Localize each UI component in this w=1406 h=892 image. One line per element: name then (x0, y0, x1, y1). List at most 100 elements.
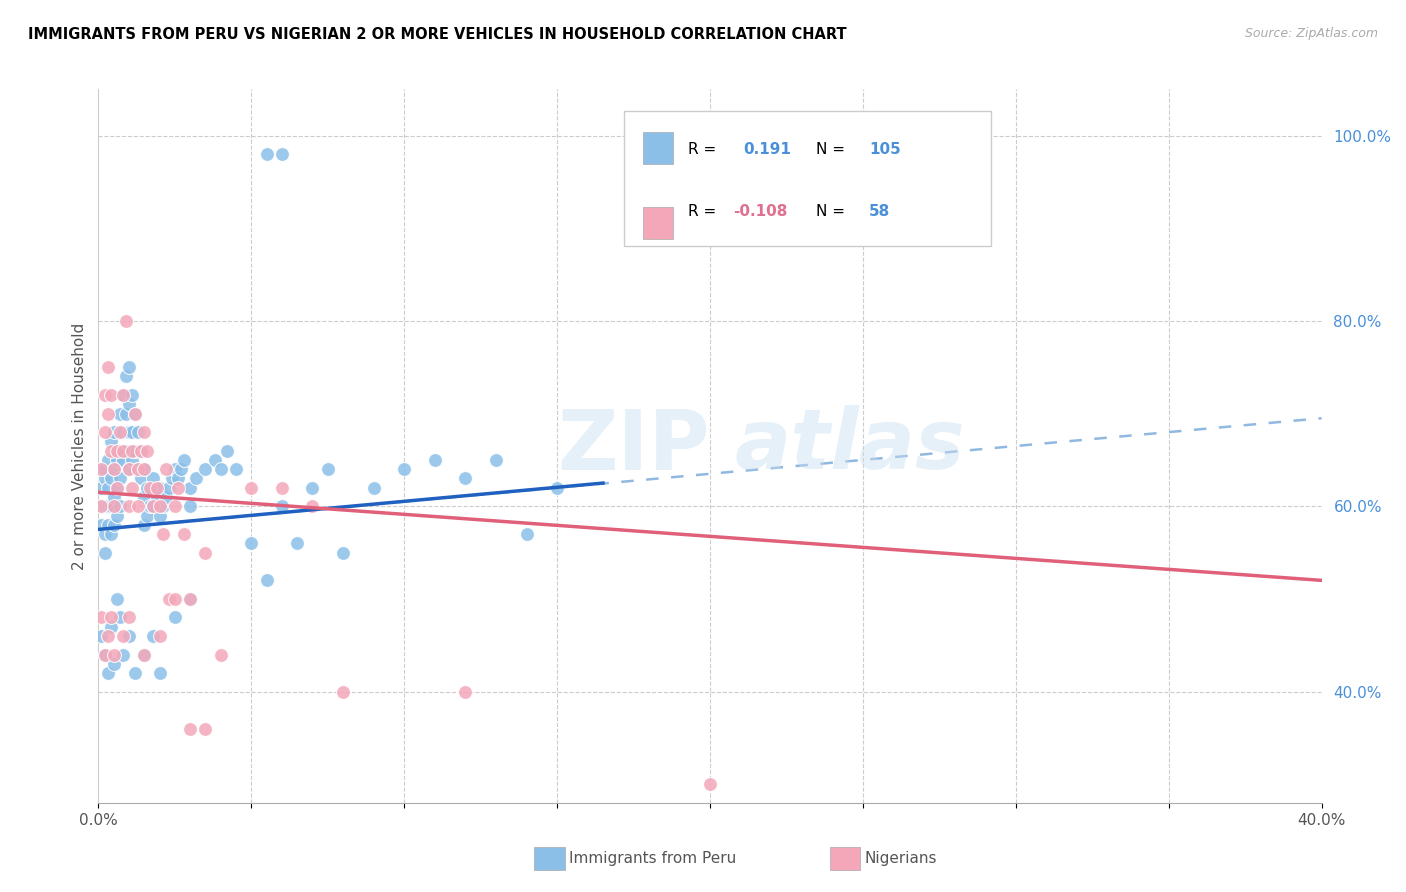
Point (699, 777, 721, 791)
Point (100, 434, 122, 449)
Text: 105: 105 (869, 143, 901, 157)
Point (134, 648, 156, 662)
Point (332, 684, 354, 698)
Point (134, 648, 156, 662)
Point (103, 462, 125, 476)
Point (173, 527, 195, 541)
Point (118, 425, 141, 439)
Text: R =: R = (688, 143, 716, 157)
Point (124, 443, 146, 458)
Point (240, 481, 263, 495)
Point (105, 591, 128, 606)
Bar (643, 207, 673, 239)
Point (516, 527, 538, 541)
Point (301, 500, 323, 514)
Point (136, 508, 159, 523)
Point (108, 500, 131, 514)
Point (392, 462, 416, 476)
Point (103, 648, 125, 662)
Point (139, 481, 162, 495)
Point (93, 648, 115, 662)
Point (173, 453, 195, 467)
Text: -0.108: -0.108 (734, 204, 787, 219)
Point (134, 462, 156, 476)
Point (423, 453, 446, 467)
Point (97, 453, 120, 467)
Point (179, 722, 201, 736)
Point (270, 147, 292, 161)
Point (93, 545, 115, 559)
Point (454, 471, 477, 485)
Point (240, 536, 263, 550)
Point (118, 397, 141, 411)
Point (155, 490, 177, 504)
Point (270, 500, 292, 514)
Point (149, 481, 172, 495)
Point (142, 500, 165, 514)
Point (149, 500, 172, 514)
Point (170, 462, 193, 476)
Point (108, 443, 131, 458)
Point (93, 388, 115, 402)
Point (134, 425, 156, 439)
FancyBboxPatch shape (624, 111, 991, 246)
Point (285, 536, 308, 550)
Point (103, 500, 125, 514)
Point (90, 462, 112, 476)
Point (111, 388, 134, 402)
Point (163, 462, 186, 476)
Text: ZIP: ZIP (558, 406, 710, 486)
Point (149, 666, 172, 681)
Point (111, 629, 134, 643)
Point (163, 591, 186, 606)
Point (93, 527, 115, 541)
Point (100, 527, 122, 541)
Point (105, 508, 128, 523)
Point (97, 360, 120, 375)
Point (111, 425, 134, 439)
Point (100, 500, 122, 514)
Point (194, 545, 217, 559)
Point (121, 388, 143, 402)
Point (118, 360, 141, 375)
Point (209, 462, 232, 476)
Point (194, 722, 217, 736)
Point (121, 425, 143, 439)
Point (118, 629, 141, 643)
Point (97, 481, 120, 495)
Point (100, 471, 122, 485)
Point (93, 500, 115, 514)
Point (103, 490, 125, 504)
Text: N =: N = (817, 204, 845, 219)
Point (105, 453, 128, 467)
Point (256, 574, 278, 588)
Point (129, 443, 152, 458)
Point (90, 481, 112, 495)
Text: Immigrants from Peru: Immigrants from Peru (569, 851, 737, 865)
Point (485, 453, 508, 467)
Point (157, 591, 180, 606)
Point (118, 462, 141, 476)
Point (127, 462, 149, 476)
Point (179, 481, 201, 495)
Point (100, 388, 122, 402)
Point (115, 407, 138, 421)
Point (136, 443, 159, 458)
Text: Nigerians: Nigerians (865, 851, 938, 865)
Point (100, 620, 122, 634)
Point (546, 481, 568, 495)
Point (100, 610, 122, 624)
Point (127, 500, 149, 514)
Point (115, 369, 138, 384)
Point (103, 657, 125, 671)
Bar (643, 132, 673, 164)
Point (256, 147, 278, 161)
Point (163, 610, 186, 624)
Point (149, 629, 172, 643)
Point (93, 648, 115, 662)
Point (121, 443, 143, 458)
Point (270, 481, 292, 495)
Point (129, 471, 152, 485)
Point (105, 481, 128, 495)
Point (127, 425, 149, 439)
